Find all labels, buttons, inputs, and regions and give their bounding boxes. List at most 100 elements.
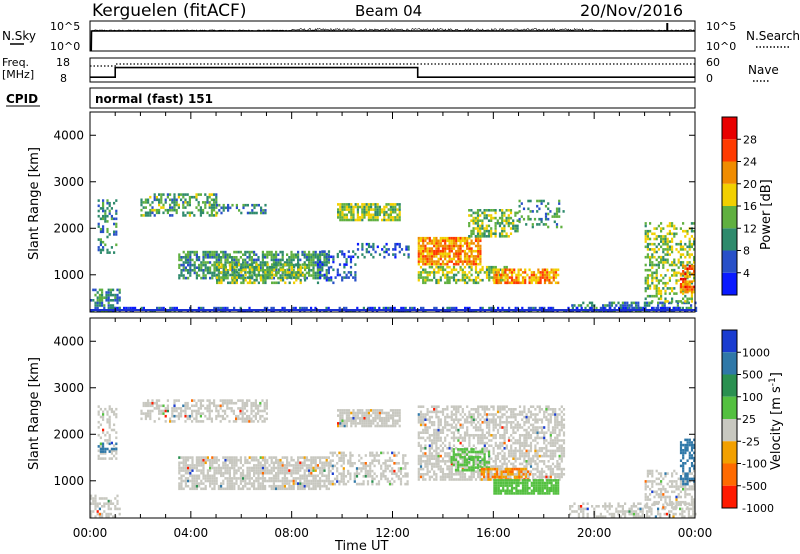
vel-echo-region [97, 442, 118, 453]
vel-echo-region [417, 405, 566, 481]
velocity-colorbar-swatch [722, 419, 737, 442]
nave-tick-top: 60 [706, 56, 720, 69]
velocity-panel: 1000 2000 3000 4000 Slant Range [km] [27, 317, 697, 519]
nsky-noise-trace [92, 27, 695, 32]
power-echo-region [337, 203, 401, 222]
x-tick-label: 12:00 [375, 526, 410, 540]
vel-echo-region [493, 479, 560, 495]
power-echo-region [356, 242, 410, 259]
time-axis-label: Time UT [334, 539, 388, 554]
frequency-panel: Freq. [MHz] 18 8 60 0 Nave [2, 56, 779, 85]
velocity-colorbar-swatch [722, 330, 737, 353]
power-echo-region [97, 199, 118, 254]
y-tick-label: 3000 [53, 175, 84, 189]
power-echo-region [518, 199, 565, 229]
x-tick-label: 00:00 [73, 526, 108, 540]
power-colorbar-title: Power [dB] [759, 179, 774, 250]
power-echo-region [90, 288, 121, 312]
vel-echo-region [329, 451, 409, 486]
velocity-colorbar: 1000 500 100 25 -25 -100 -500 -1000 Velocity [m… [721, 329, 784, 515]
vel-echo-region [140, 399, 268, 423]
frequency-line [90, 66, 695, 78]
power-colorbar-tick: 28 [743, 133, 757, 146]
power-colorbar-swatch [722, 183, 737, 206]
nave-line [90, 63, 695, 67]
velocity-colorbar-tick: 25 [742, 413, 756, 426]
power-colorbar: 4 8 12 16 20 24 28 Power [dB] [721, 116, 774, 296]
vel-echo-region [450, 448, 491, 472]
velocity-colorbar-swatch [722, 374, 737, 397]
power-colorbar-swatch [722, 139, 737, 162]
power-echo-region [468, 209, 519, 238]
freq-label-line1: Freq. [2, 56, 29, 69]
x-tick-label: 00:00 [678, 526, 713, 540]
vel-echo-region [90, 494, 121, 518]
x-tick-label: 04:00 [174, 526, 209, 540]
velocity-colorbar-swatch [722, 485, 737, 508]
velocity-colorbar-tick: -100 [742, 458, 767, 471]
vel-echo-region [679, 438, 696, 486]
nsearch-tick-bottom: 10^0 [706, 40, 736, 53]
noise-panel: N.Sky 10^5 10^0 10^5 10^0 N.Search [2, 20, 800, 53]
velocity-colorbar-swatch [722, 352, 737, 375]
nave-tick-bottom: 0 [706, 72, 713, 85]
power-colorbar-swatch [722, 206, 737, 229]
vel-echo-region [569, 502, 697, 518]
velocity-colorbar-tick: -25 [742, 435, 760, 448]
velocity-colorbar-tick: -500 [742, 480, 767, 493]
y-tick-label: 1000 [53, 268, 84, 282]
y-tick-label: 3000 [53, 381, 84, 395]
freq-label-line2: [MHz] [2, 68, 34, 81]
vel-echo-region [97, 405, 118, 460]
power-colorbar-swatch [722, 250, 737, 273]
cpid-value: normal (fast) 151 [95, 92, 213, 106]
freq-tick-top: 18 [56, 56, 70, 69]
nsky-line [90, 30, 695, 51]
x-tick-label: 08:00 [274, 526, 309, 540]
x-tick-label: 20:00 [577, 526, 612, 540]
power-echo-region [493, 268, 560, 285]
velocity-colorbar-swatch [722, 463, 737, 486]
power-echo-region [316, 250, 357, 285]
power-colorbar-swatch [722, 161, 737, 184]
vel-echo-region [337, 409, 401, 428]
nsky-label: N.Sky [2, 29, 36, 43]
velocity-ylabel: Slant Range [km] [27, 357, 42, 470]
y-tick-label: 2000 [53, 427, 84, 441]
power-echo-region [216, 263, 307, 285]
power-colorbar-tick: 24 [743, 156, 757, 169]
cpid-label: CPID [6, 92, 38, 106]
power-colorbar-tick: 12 [743, 222, 757, 235]
power-echo-region [417, 236, 482, 266]
cpid-panel [89, 87, 696, 109]
velocity-colorbar-tick: 1000 [742, 346, 770, 359]
x-tick-label: 16:00 [476, 526, 511, 540]
power-colorbar-swatch [722, 228, 737, 251]
nsearch-tick-top: 10^5 [706, 20, 736, 33]
velocity-colorbar-swatch [722, 441, 737, 464]
nsearch-label: N.Search [746, 29, 800, 43]
power-colorbar-tick: 20 [743, 178, 757, 191]
nave-label: Nave [748, 63, 779, 77]
velocity-colorbar-tick: 100 [742, 391, 763, 404]
power-colorbar-tick: 8 [743, 245, 750, 258]
velocity-colorbar-swatch [722, 396, 737, 419]
nsky-tick-bottom: 10^0 [50, 40, 80, 53]
power-echo-region [216, 203, 267, 215]
nsky-tick-top: 10^5 [50, 20, 80, 33]
station-title: Kerguelen (fitACF) [92, 1, 246, 21]
freq-tick-bottom: 8 [60, 72, 67, 85]
y-tick-label: 1000 [53, 474, 84, 488]
y-tick-label: 4000 [53, 128, 84, 142]
y-tick-label: 2000 [53, 221, 84, 235]
power-echo-region [679, 264, 696, 294]
velocity-colorbar-tick: 500 [742, 369, 763, 382]
time-axis: 00:00 04:00 08:00 12:00 16:00 20:00 00:00 [73, 526, 713, 540]
power-echo-region [140, 193, 218, 217]
power-colorbar-swatch [722, 117, 737, 140]
power-colorbar-swatch [722, 272, 737, 295]
vel-echo-region [178, 456, 330, 491]
power-panel: 1000 2000 3000 4000 Slant Range [km] [27, 111, 698, 313]
beam-label: Beam 04 [355, 2, 422, 20]
